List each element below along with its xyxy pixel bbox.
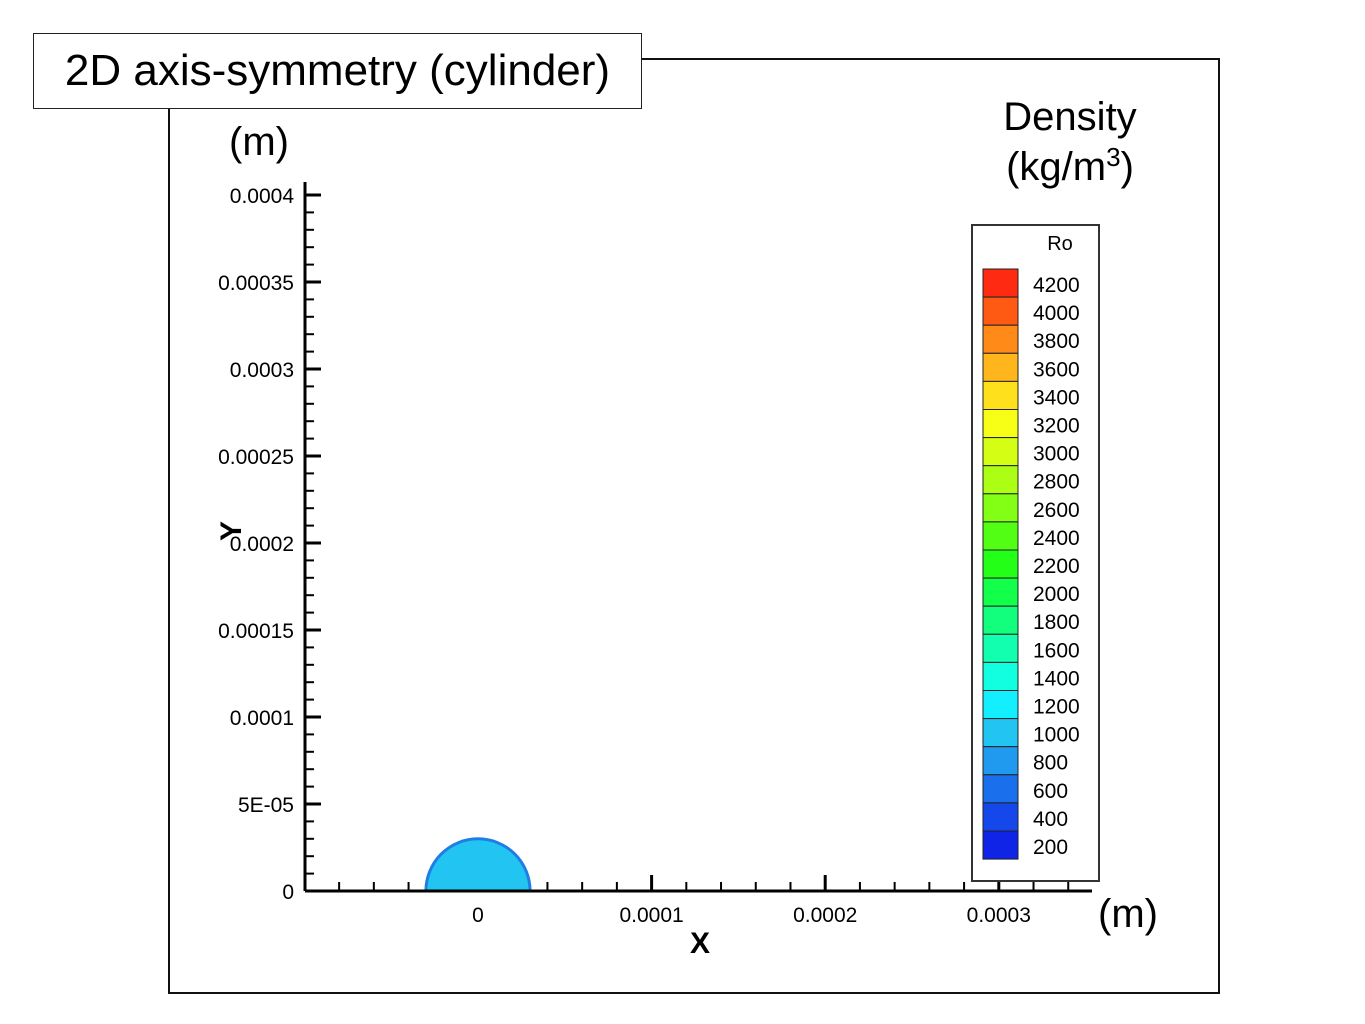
legend-level-label: 200 [1033, 836, 1068, 859]
legend-swatch [982, 521, 1019, 551]
legend-swatch [982, 380, 1019, 410]
droplet-shape [424, 837, 532, 893]
legend-level-label: 2000 [1033, 583, 1080, 606]
legend-heading-superscript: 3 [1106, 142, 1121, 172]
legend-heading-line1: Density [1003, 95, 1137, 139]
legend-swatch [982, 268, 1019, 298]
legend-swatch [982, 324, 1019, 354]
x-unit-label: (m) [1098, 892, 1158, 936]
legend-level-label: 3800 [1033, 330, 1080, 353]
legend-level-label: 3200 [1033, 415, 1080, 438]
legend-swatch [982, 718, 1019, 748]
y-tick-label: 0.0001 [230, 707, 294, 730]
y-unit-label: (m) [229, 120, 289, 164]
plot-title: 2D axis-symmetry (cylinder) [33, 33, 642, 109]
legend-level-label: 1800 [1033, 611, 1080, 634]
legend-swatch [982, 352, 1019, 382]
y-tick-label: 0.0004 [230, 185, 295, 208]
axes-lines [303, 182, 1092, 893]
y-axis-title: Y [215, 521, 248, 541]
legend-level-label: 1000 [1033, 724, 1080, 747]
droplet-layer [424, 837, 532, 893]
legend-swatch [982, 746, 1019, 776]
legend-level-label: 800 [1033, 752, 1068, 775]
legend-heading-unit: (kg/m [1006, 145, 1107, 189]
y-tick-label: 0.00035 [218, 272, 294, 295]
x-tick-label: 0.0002 [793, 904, 857, 927]
y-tick-label: 5E-05 [238, 794, 294, 817]
y-tick-label: 0.00015 [218, 620, 294, 643]
legend-level-label: 3000 [1033, 443, 1080, 466]
x-axis-title: X [690, 927, 710, 960]
legend-heading: Density (kg/m3) [960, 92, 1180, 192]
legend-swatch [982, 549, 1019, 579]
legend-level-label: 1400 [1033, 667, 1080, 690]
legend-swatch [982, 774, 1019, 804]
legend-swatch [982, 605, 1019, 635]
legend-swatch [982, 493, 1019, 523]
legend-swatch [982, 437, 1019, 467]
legend: Ro 4200 4000 3800 3600 3400 3200 3000 2800 2600 24… [971, 224, 1100, 882]
legend-level-label: 2600 [1033, 499, 1080, 522]
legend-level-label: 3600 [1033, 358, 1080, 381]
legend-level-label: 3400 [1033, 386, 1080, 409]
legend-level-label: 2800 [1033, 471, 1080, 494]
x-tick-label: 0.0003 [967, 904, 1031, 927]
legend-swatch [982, 465, 1019, 495]
legend-swatch [982, 690, 1019, 720]
y-tick-label: 0 [282, 881, 294, 904]
x-tick-label: 0 [472, 904, 484, 927]
legend-swatch [982, 577, 1019, 607]
legend-heading-line2: (kg/m3) [960, 142, 1180, 192]
legend-level-label: 4200 [1033, 274, 1080, 297]
legend-level-label: 2400 [1033, 527, 1080, 550]
legend-level-label: 1600 [1033, 639, 1080, 662]
legend-level-label: 1200 [1033, 696, 1080, 719]
legend-level-label: 400 [1033, 808, 1068, 831]
y-tick-label: 0.0002 [230, 533, 294, 556]
legend-heading-close: ) [1120, 145, 1134, 189]
y-tick-label: 0.00025 [218, 446, 294, 469]
axes-ticks: 0 0.0001 0.0002 0.0003 0 5E-05 0.0001 0.00015 0.… [215, 185, 1070, 960]
legend-swatch [982, 633, 1019, 663]
legend-swatch [982, 661, 1019, 692]
legend-swatch [982, 409, 1019, 439]
legend-swatch [982, 830, 1019, 860]
legend-swatch [982, 296, 1019, 326]
legend-level-label: 4000 [1033, 302, 1080, 325]
legend-level-label: 600 [1033, 780, 1068, 803]
y-tick-label: 0.0003 [230, 359, 294, 382]
x-tick-label: 0.0001 [619, 904, 683, 927]
legend-level-label: 2200 [1033, 555, 1080, 578]
legend-swatch [982, 802, 1019, 832]
legend-title: Ro [1047, 233, 1073, 255]
